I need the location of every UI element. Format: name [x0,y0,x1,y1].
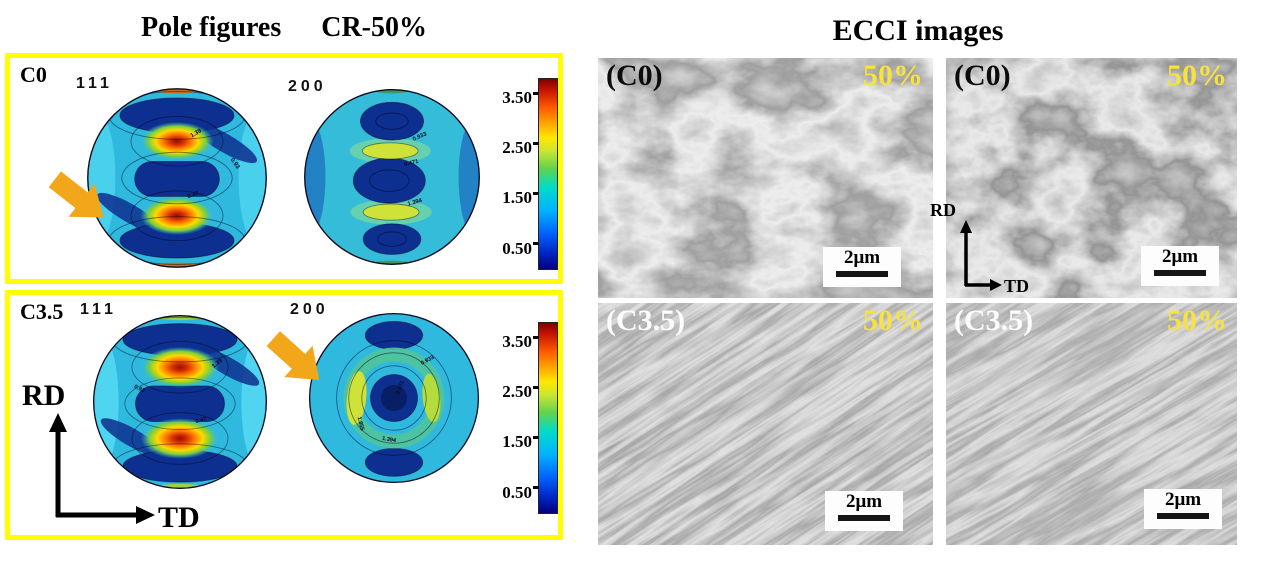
pf-111-label-c35: 111 [80,301,117,318]
contour-label: 1.394 [407,198,423,208]
ecci-image-c0-left: (C0) 50% 2μm [598,58,933,298]
ecci-sample-label: (C3.5) [606,304,686,337]
rd-arrowhead-icon [960,220,972,233]
pole-figure-panel-c35: C3.5 111 200 [5,290,563,540]
pf-200-label-c35: 200 [290,301,329,318]
axis-label-td: TD [158,501,200,534]
contour-label: 0.933 [412,131,428,143]
contour-label: 1.39 [190,128,204,139]
pole-figure-panel-c0: C0 111 200 [5,53,563,284]
ecci-image-c0-right: (C0) 50% 2μm [946,58,1237,298]
td-arrowhead-icon [990,279,1002,291]
td-arrowhead-icon [136,506,155,524]
scale-bar: 2μm [1141,246,1219,286]
scale-bar-label: 2μm [845,491,883,512]
highlight-arrow-icon [48,171,104,218]
contour-label: 0.471 [404,159,420,169]
colorbar-c35: 3.50 2.50 1.50 0.50 [498,322,574,514]
scale-bar-line [1157,512,1209,519]
ecci-reduction-label: 50% [1167,304,1227,337]
highlight-arrow-icon [266,331,320,381]
sample-label-c35: C3.5 [20,299,64,324]
scale-bar-label: 2μm [1161,246,1199,267]
contour-label: 1.394 [381,436,397,445]
ecci-image-c35-left: (C3.5) 50% 2μm [598,303,933,545]
pf-200-label-c0: 200 [288,78,327,95]
ecci-reduction-label: 50% [863,304,923,337]
scale-bar-label: 2μm [843,247,881,268]
ecci-sample-label: (C0) [606,59,663,92]
pole-figure-c35-111: 0.47 0.93 1.39 [93,315,267,489]
colorbar-c0: 3.50 2.50 1.50 0.50 [498,78,574,270]
colorbar-tick-label: 3.50 [502,332,532,352]
colorbar-tick-label: 1.50 [502,188,532,208]
scale-bar: 2μm [825,491,903,531]
ecci-sample-label: (C0) [954,59,1011,92]
sample-label-c0: C0 [20,62,47,87]
ecci-reduction-label: 50% [1167,59,1227,92]
scale-bar: 2μm [823,247,901,287]
scale-bar-label: 2μm [1164,489,1202,510]
scale-bar: 2μm [1144,489,1222,529]
colorbar-tick-label: 1.50 [502,432,532,452]
pole-figures-title-text: Pole figures [141,12,282,43]
rd-td-axes: RD TD [22,379,200,534]
colorbar-tick-label: 0.50 [502,238,532,258]
contour-label: 0.47 [195,416,207,425]
colorbar-tick-label: 3.50 [502,88,532,108]
ecci-rd-td-axes: RD TD [930,200,1029,294]
contour-label: 0.93 [133,384,146,394]
ecci-sample-label: (C3.5) [954,304,1034,337]
contour-label: 0.933 [420,355,435,367]
scale-bar-line [838,514,890,521]
colorbar-tick-label: 0.50 [502,482,532,502]
ecci-image-c35-right: (C3.5) 50% 2μm [946,303,1237,545]
axis-label-rd: RD [22,379,65,412]
ecci-title: ECCI images [832,14,1004,47]
ecci-reduction-label: 50% [863,59,923,92]
contour-label: 0.93 [229,157,241,171]
colorbar-tick-label: 2.50 [502,138,532,158]
contour-label: 1.39 [211,358,223,370]
pole-figures-title: Pole figures CR-50% [5,12,563,44]
contour-label: 1.855 [356,416,365,431]
axis-label-td: TD [1004,276,1029,294]
scale-bar-line [836,270,888,277]
pf-111-label-c0: 111 [76,75,113,92]
scale-bar-line [1154,269,1206,276]
pole-figure-c0-111: 0.47 0.93 1.39 [87,88,267,268]
contour-label: 0.47 [187,191,201,201]
rd-arrowhead-icon [49,413,67,432]
pole-figure-c35-200: 0.471 0.933 1.394 1.855 [308,312,480,484]
colorbar-gradient [538,78,558,270]
cold-rolling-title-text: CR-50% [321,12,427,43]
contour-label: 0.471 [395,380,405,395]
axis-label-rd: RD [930,200,956,220]
colorbar-gradient [538,322,558,514]
pole-figure-c0-200: 0.471 0.933 1.394 [304,89,480,265]
colorbar-tick-label: 2.50 [502,382,532,402]
